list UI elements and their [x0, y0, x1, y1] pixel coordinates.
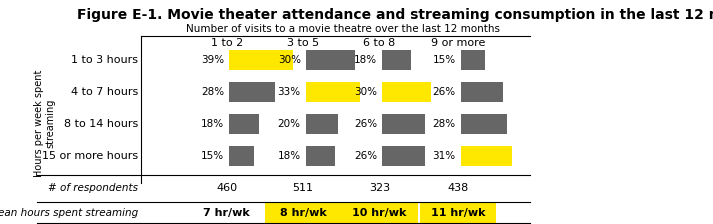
Text: # of respondents: # of respondents	[48, 183, 138, 193]
Text: Number of visits to a movie theatre over the last 12 months: Number of visits to a movie theatre over…	[185, 24, 500, 34]
Text: 10 hr/wk: 10 hr/wk	[352, 208, 406, 218]
Text: 11 hr/wk: 11 hr/wk	[431, 208, 486, 218]
Text: 39%: 39%	[201, 55, 225, 65]
FancyBboxPatch shape	[382, 82, 431, 102]
Text: 6 to 8: 6 to 8	[364, 39, 396, 48]
FancyBboxPatch shape	[342, 202, 418, 223]
FancyBboxPatch shape	[306, 146, 335, 166]
Text: 15 or more hours: 15 or more hours	[42, 151, 138, 161]
Text: 8 to 14 hours: 8 to 14 hours	[64, 119, 138, 129]
Text: 28%: 28%	[433, 119, 456, 129]
FancyBboxPatch shape	[382, 114, 425, 134]
Text: 30%: 30%	[277, 55, 301, 65]
Text: 460: 460	[216, 183, 237, 193]
Text: Hours per week spent
streaming: Hours per week spent streaming	[34, 69, 56, 177]
Text: 26%: 26%	[354, 151, 377, 161]
Text: 1 to 3 hours: 1 to 3 hours	[71, 55, 138, 65]
FancyBboxPatch shape	[230, 50, 293, 70]
Text: 18%: 18%	[277, 151, 301, 161]
Text: 18%: 18%	[354, 55, 377, 65]
Text: 9 or more: 9 or more	[431, 39, 486, 48]
FancyBboxPatch shape	[461, 82, 503, 102]
Text: 18%: 18%	[201, 119, 225, 129]
Text: 26%: 26%	[354, 119, 377, 129]
FancyBboxPatch shape	[420, 202, 496, 223]
Text: 4 to 7 hours: 4 to 7 hours	[71, 87, 138, 97]
Text: 8 hr/wk: 8 hr/wk	[279, 208, 327, 218]
FancyBboxPatch shape	[382, 50, 411, 70]
Text: 33%: 33%	[277, 87, 301, 97]
FancyBboxPatch shape	[230, 82, 275, 102]
FancyBboxPatch shape	[461, 114, 507, 134]
Text: 26%: 26%	[433, 87, 456, 97]
Text: 31%: 31%	[433, 151, 456, 161]
Text: 323: 323	[369, 183, 390, 193]
FancyBboxPatch shape	[461, 50, 486, 70]
FancyBboxPatch shape	[306, 82, 360, 102]
FancyBboxPatch shape	[306, 50, 355, 70]
FancyBboxPatch shape	[382, 146, 425, 166]
FancyBboxPatch shape	[230, 146, 254, 166]
Text: 20%: 20%	[277, 119, 301, 129]
Text: 1 to 2: 1 to 2	[211, 39, 243, 48]
Text: 7 hr/wk: 7 hr/wk	[203, 208, 250, 218]
Text: 28%: 28%	[201, 87, 225, 97]
FancyBboxPatch shape	[230, 114, 259, 134]
Text: 15%: 15%	[201, 151, 225, 161]
Text: Figure E-1. Movie theater attendance and streaming consumption in the last 12 mo: Figure E-1. Movie theater attendance and…	[77, 8, 713, 22]
Text: 511: 511	[292, 183, 314, 193]
FancyBboxPatch shape	[265, 202, 342, 223]
Text: Mean hours spent streaming: Mean hours spent streaming	[0, 208, 138, 218]
Text: 30%: 30%	[354, 87, 377, 97]
Text: 438: 438	[448, 183, 469, 193]
FancyBboxPatch shape	[461, 146, 511, 166]
FancyBboxPatch shape	[306, 114, 339, 134]
Text: 3 to 5: 3 to 5	[287, 39, 319, 48]
Text: 15%: 15%	[433, 55, 456, 65]
